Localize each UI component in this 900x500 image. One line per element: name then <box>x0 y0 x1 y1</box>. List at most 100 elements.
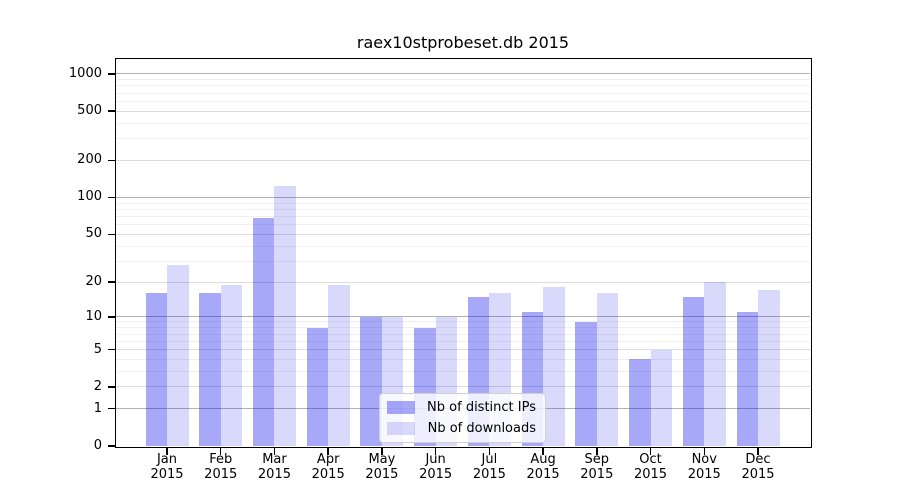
y-tick-label: 2 <box>93 378 102 394</box>
legend-swatch-downloads <box>387 422 415 435</box>
x-tick-year: 2015 <box>741 467 775 482</box>
gridline <box>116 327 810 329</box>
x-tick-month: Jun <box>425 452 446 467</box>
gridline <box>116 202 810 204</box>
x-tick-label: Oct 2015 <box>611 452 691 482</box>
y-tick <box>108 159 115 162</box>
x-tick-month: Aug <box>530 452 556 467</box>
legend-label-distinct-ips: Nb of distinct IPs <box>427 400 536 415</box>
x-tick-year: 2015 <box>687 467 721 482</box>
x-tick-label: Jul 2015 <box>449 452 529 482</box>
x-tick <box>219 447 222 455</box>
bar-distinct-ips <box>360 316 382 446</box>
plot-area <box>114 57 812 448</box>
gridline <box>116 245 810 247</box>
y-tick-label: 100 <box>77 189 102 205</box>
y-tick-label: 1 <box>93 400 102 416</box>
gridline <box>116 85 810 87</box>
gridline <box>116 215 810 217</box>
x-tick <box>327 447 329 455</box>
bar-downloads <box>758 290 780 446</box>
y-tick <box>108 233 115 235</box>
gridline <box>116 73 810 75</box>
x-tick-month: Jul <box>481 452 498 467</box>
bar-distinct-ips <box>629 359 651 446</box>
gridline <box>116 224 810 226</box>
gridline <box>116 386 810 388</box>
x-tick <box>703 447 706 455</box>
y-tick <box>108 196 115 199</box>
x-tick <box>649 447 652 455</box>
bar-distinct-ips <box>306 327 329 446</box>
gridline <box>116 233 810 235</box>
y-tick <box>108 386 115 388</box>
bar-downloads <box>167 264 189 446</box>
x-tick-month: Apr <box>316 452 340 467</box>
x-tick-label: Mar 2015 <box>234 452 314 482</box>
y-tick <box>108 316 115 318</box>
legend: Nb of distinct IPs Nb of downloads <box>379 393 546 443</box>
gridline <box>116 370 810 372</box>
x-tick-year: 2015 <box>472 467 506 482</box>
gridline <box>116 79 810 81</box>
x-tick-month: Dec <box>745 452 771 467</box>
bar-downloads <box>704 282 726 446</box>
bar-distinct-ips <box>575 321 597 446</box>
y-tick-label: 50 <box>85 226 102 242</box>
bar-distinct-ips <box>682 296 705 446</box>
x-tick-year: 2015 <box>204 467 238 482</box>
x-tick-year: 2015 <box>311 467 345 482</box>
x-tick-label: May 2015 <box>342 452 422 482</box>
y-tick <box>108 445 115 447</box>
x-tick-label: Jan 2015 <box>127 452 207 482</box>
gridline <box>116 159 810 161</box>
bar-downloads <box>274 185 296 446</box>
x-tick-label: Sep 2015 <box>557 452 637 482</box>
gridline <box>116 333 810 335</box>
gridline <box>116 321 810 323</box>
gridline <box>116 260 810 262</box>
x-tick-year: 2015 <box>580 467 614 482</box>
gridline <box>116 340 810 342</box>
y-tick-label: 500 <box>77 103 102 119</box>
x-tick-year: 2015 <box>257 467 291 482</box>
x-tick <box>166 447 168 455</box>
x-tick-year: 2015 <box>365 467 399 482</box>
legend-swatch-distinct-ips <box>387 401 415 414</box>
x-tick-label: Feb 2015 <box>181 452 261 482</box>
x-tick-month: Oct <box>639 452 662 467</box>
y-tick <box>108 281 115 283</box>
x-tick-month: Feb <box>209 452 233 467</box>
legend-label-downloads: Nb of downloads <box>427 421 536 436</box>
y-tick <box>108 73 115 75</box>
gridline <box>116 281 810 283</box>
chart-title: raex10stprobeset.db 2015 <box>356 33 570 52</box>
bar-downloads <box>328 284 350 446</box>
x-tick-label: Aug 2015 <box>503 452 583 482</box>
x-tick <box>542 447 544 455</box>
x-tick <box>434 447 437 455</box>
x-tick-label: Apr 2015 <box>288 452 368 482</box>
legend-item-distinct-ips: Nb of distinct IPs <box>387 400 536 415</box>
x-tick <box>488 447 491 455</box>
bar-downloads <box>220 284 243 446</box>
gridline <box>116 316 810 318</box>
x-tick-year: 2015 <box>419 467 453 482</box>
bar-downloads <box>543 287 565 446</box>
y-tick <box>108 348 115 351</box>
bar-downloads <box>650 349 673 446</box>
y-tick-label: 10 <box>85 308 102 324</box>
gridline <box>116 110 810 112</box>
gridline <box>116 358 810 360</box>
x-tick-month: Sep <box>584 452 610 467</box>
y-tick-label: 200 <box>77 152 102 168</box>
y-tick-label: 1000 <box>68 65 102 81</box>
y-tick <box>108 110 115 112</box>
x-tick-year: 2015 <box>633 467 668 482</box>
x-tick-month: Mar <box>262 452 287 467</box>
x-tick <box>596 447 598 455</box>
bar-downloads <box>596 293 619 446</box>
x-tick <box>381 447 383 455</box>
y-tick <box>108 407 115 410</box>
